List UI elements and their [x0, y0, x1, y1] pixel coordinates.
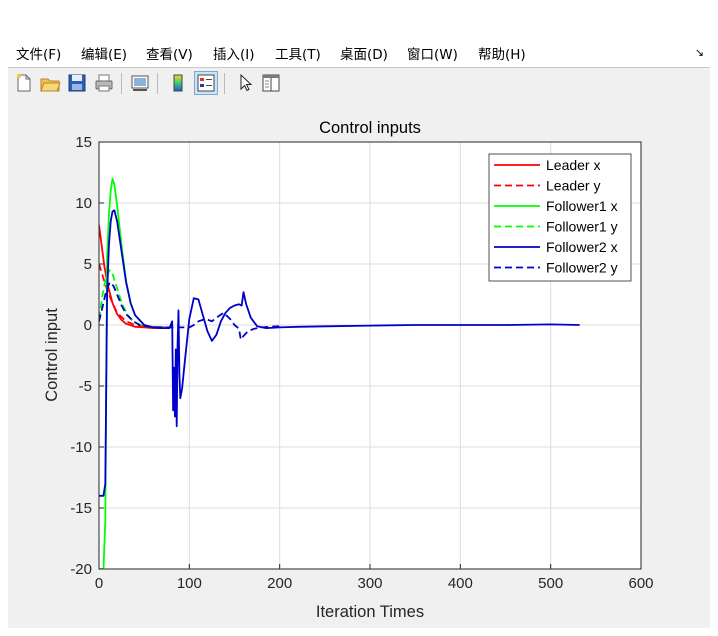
series-line-leader-y[interactable]	[99, 263, 167, 329]
menu-bar: 文件(F) 编辑(E) 查看(V) 插入(I) 工具(T) 桌面(D) 窗口(W…	[8, 40, 710, 66]
link-plot-icon[interactable]	[129, 72, 151, 94]
y-tick-label: 10	[75, 195, 92, 212]
dock-arrow-icon[interactable]: ↘	[694, 46, 704, 59]
y-tick-label: -10	[70, 439, 92, 456]
toolbar-separator	[157, 73, 158, 94]
menu-tools[interactable]: 工具(T)	[275, 47, 321, 63]
new-figure-icon[interactable]	[13, 72, 35, 94]
legend-label: Leader x	[546, 157, 600, 173]
y-axis-label: Control input	[43, 308, 61, 402]
x-tick-label: 500	[538, 575, 563, 592]
legend-label: Follower2 x	[546, 239, 618, 255]
menu-help[interactable]: 帮助(H)	[478, 47, 526, 63]
y-tick-label: -20	[70, 561, 92, 578]
y-tick-label: 5	[84, 256, 92, 273]
legend-label: Follower2 y	[546, 260, 618, 276]
legend[interactable]: Leader x Leader y Follower1 x Follower1 y Fo…	[488, 153, 632, 282]
menu-desktop[interactable]: 桌面(D)	[340, 47, 388, 63]
x-tick-label: 300	[357, 575, 382, 592]
legend-label: Follower1 x	[546, 198, 618, 214]
menu-edit[interactable]: 编辑(E)	[81, 47, 128, 63]
open-file-icon[interactable]	[39, 72, 61, 94]
x-axis-label: Iteration Times	[316, 603, 424, 621]
x-tick-label: 400	[448, 575, 473, 592]
series-line-leader-x[interactable]	[99, 224, 167, 330]
chart-title: Control inputs	[319, 119, 421, 137]
x-tick-label: 0	[95, 575, 103, 592]
legend-label: Follower1 y	[546, 219, 618, 235]
insert-legend-icon[interactable]	[194, 71, 218, 95]
x-tick-label: 600	[628, 575, 653, 592]
legend-label: Leader y	[546, 178, 600, 194]
menu-view[interactable]: 查看(V)	[146, 47, 193, 63]
figure-toolbar	[8, 67, 710, 99]
x-tick-label: 100	[177, 575, 202, 592]
y-tick-label: 0	[84, 317, 92, 334]
y-tick-label: -5	[79, 378, 92, 395]
insert-colorbar-icon[interactable]	[167, 72, 189, 94]
print-figure-icon[interactable]	[93, 72, 115, 94]
y-tick-label: -15	[70, 500, 92, 517]
y-tick-label: 15	[75, 134, 92, 151]
menu-insert[interactable]: 插入(I)	[213, 47, 255, 63]
x-tick-label: 200	[267, 575, 292, 592]
edit-plot-icon[interactable]	[234, 72, 256, 94]
axes-box	[98, 141, 642, 570]
property-inspector-icon[interactable]	[260, 72, 282, 94]
menu-window[interactable]: 窗口(W)	[407, 47, 458, 63]
save-figure-icon[interactable]	[66, 72, 88, 94]
chart: 0 100 200 300 400 500 600 -20 -15 -10 -5 0 5 10 15 Con…	[43, 119, 654, 621]
legend-box	[488, 153, 632, 282]
figure-area: 0 100 200 300 400 500 600 -20 -15 -10 -5 0 5 10 15 Con…	[8, 98, 710, 628]
toolbar-separator	[121, 73, 122, 94]
menu-file[interactable]: 文件(F)	[16, 47, 62, 63]
toolbar-separator	[224, 73, 225, 94]
series-line-follower2-y[interactable]	[99, 281, 280, 341]
